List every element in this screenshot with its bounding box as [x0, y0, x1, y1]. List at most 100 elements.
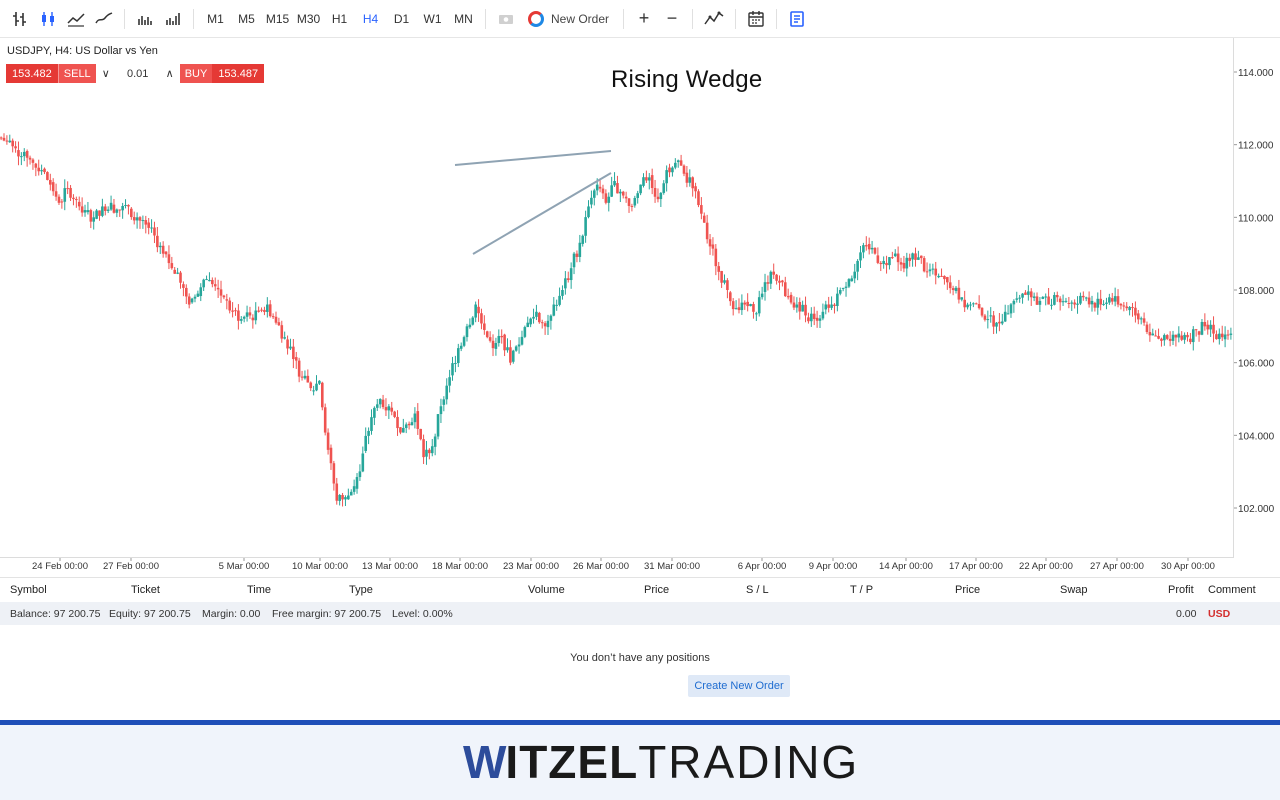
chevron-up-icon[interactable]: ∧	[165, 68, 174, 80]
col-comment[interactable]: Comment	[1208, 584, 1256, 596]
bearish-candle	[407, 423, 411, 426]
bearish-candle	[341, 495, 344, 500]
timeframe-m30[interactable]: M30	[296, 11, 321, 26]
new-order-icon	[528, 10, 544, 27]
quantity-stepper[interactable]: ∨ 0.01 ∧	[95, 64, 180, 83]
date-tick-label: 18 Mar 00:00	[432, 561, 488, 572]
bullish-candle	[494, 343, 498, 349]
bearish-candle	[980, 307, 984, 316]
bearish-candle	[280, 325, 284, 339]
buy-label: BUY	[184, 67, 208, 80]
bearish-candle	[720, 270, 723, 283]
col-type[interactable]: Type	[349, 584, 373, 596]
bullish-candle	[954, 287, 958, 291]
bearish-candle	[416, 411, 420, 429]
bullish-candle	[841, 287, 845, 289]
timeframe-d1[interactable]: D1	[393, 11, 410, 26]
bearish-candle	[992, 315, 995, 327]
price-tick-label: 104.000	[1238, 431, 1275, 442]
area-chart-icon[interactable]	[62, 5, 90, 33]
bearish-candle	[138, 217, 142, 221]
screenshot-icon[interactable]	[492, 5, 520, 33]
indicator-line-icon[interactable]	[699, 5, 729, 33]
bearish-candle	[604, 193, 608, 203]
create-new-order-button[interactable]: Create New Order	[688, 675, 790, 697]
date-tick-label: 5 Mar 00:00	[219, 561, 270, 572]
bearish-candle	[934, 268, 938, 276]
bullish-candle	[795, 304, 799, 308]
col-ticket[interactable]: Ticket	[131, 584, 160, 596]
bearish-candle	[902, 262, 906, 269]
col-current-price[interactable]: Price	[955, 584, 981, 596]
col-swap[interactable]: Swap	[1060, 584, 1088, 596]
buy-button[interactable]: BUY 153.487	[179, 64, 265, 83]
col-price[interactable]: Price	[644, 584, 670, 596]
chevron-down-icon[interactable]: ∨	[101, 68, 110, 80]
timeframe-h4[interactable]: H4	[362, 11, 379, 26]
price-chart[interactable]: 114.000 112.000 110.000 108.000 106.000 104.0…	[0, 38, 1280, 576]
bearish-candle	[566, 278, 570, 281]
bullish-candle	[150, 227, 153, 229]
bullish-candle	[402, 427, 405, 433]
bearish-candle	[731, 301, 735, 310]
timeframe-m1[interactable]: M1	[207, 11, 224, 26]
quantity-value[interactable]: 0.01	[126, 67, 149, 80]
timeframe-m15[interactable]: M15	[265, 11, 290, 26]
bearish-candle	[332, 463, 336, 484]
bearish-candle	[685, 172, 689, 183]
bearish-candle	[51, 182, 55, 192]
notes-icon[interactable]	[783, 5, 811, 33]
calendar-icon[interactable]	[742, 5, 770, 33]
pattern-label: Rising Wedge	[611, 66, 763, 93]
bullish-candle	[511, 350, 515, 362]
bearish-candle	[575, 253, 579, 257]
col-symbol[interactable]: Symbol	[10, 584, 47, 596]
bullish-candle	[1003, 311, 1007, 322]
timeframe-m5[interactable]: M5	[238, 11, 255, 26]
bullish-candle	[109, 202, 113, 210]
bullish-candle	[572, 253, 576, 268]
bullish-candle	[1105, 302, 1108, 304]
zoom-in-button[interactable]: +	[638, 8, 650, 28]
bearish-candle	[786, 296, 790, 298]
total-profit: 0.00	[1176, 608, 1197, 620]
bearish-candle	[702, 215, 706, 223]
indicators-icon[interactable]	[159, 5, 187, 33]
sell-button[interactable]: 153.482 SELL	[6, 64, 96, 83]
bearish-candle	[103, 206, 107, 211]
line-chart-icon[interactable]	[90, 5, 118, 33]
timeframe-h1[interactable]: H1	[331, 11, 348, 26]
volume-icon[interactable]	[131, 5, 159, 33]
col-volume[interactable]: Volume	[528, 584, 565, 596]
bullish-candle	[283, 337, 286, 339]
date-tick-label: 23 Mar 00:00	[503, 561, 559, 572]
bearish-candle	[381, 399, 385, 408]
bearish-candle	[807, 317, 810, 322]
col-stop-loss[interactable]: S / L	[746, 584, 769, 596]
bearish-candle	[682, 165, 686, 174]
date-tick-label: 27 Apr 00:00	[1090, 561, 1144, 572]
witzel-trading-logo: W ITZEL TRADING	[463, 736, 859, 789]
bearish-candle	[323, 407, 327, 433]
bearish-candle	[668, 167, 671, 173]
zoom-out-button[interactable]: −	[666, 8, 678, 28]
col-profit[interactable]: Profit	[1168, 584, 1194, 596]
candlestick-chart-icon[interactable]	[34, 5, 62, 33]
bearish-candle	[746, 301, 749, 307]
bullish-candle	[610, 185, 613, 197]
bearish-candle	[219, 289, 223, 296]
new-order-button[interactable]: New Order	[520, 5, 617, 33]
bearish-candle	[419, 428, 422, 440]
bullish-candle	[1015, 298, 1019, 300]
bar-chart-icon[interactable]	[6, 5, 34, 33]
col-take-profit[interactable]: T / P	[850, 584, 874, 596]
bullish-candle	[459, 345, 463, 349]
chart-area[interactable]: 114.000 112.000 110.000 108.000 106.000 104.0…	[0, 38, 1280, 576]
timeframe-mn[interactable]: MN	[454, 11, 473, 26]
bullish-candle	[592, 190, 596, 198]
bullish-candle	[1102, 303, 1105, 305]
timeframe-w1[interactable]: W1	[423, 11, 442, 26]
bearish-candle	[161, 245, 165, 254]
bearish-candle	[694, 186, 697, 192]
col-time[interactable]: Time	[247, 584, 272, 596]
